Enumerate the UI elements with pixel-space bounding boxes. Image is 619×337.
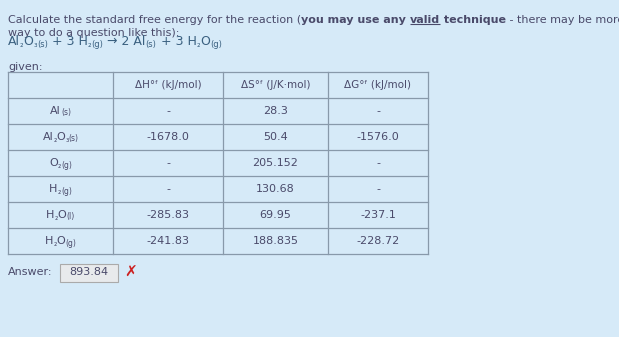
Text: -: - (376, 158, 380, 168)
Text: ₃: ₃ (65, 134, 69, 144)
Text: H: H (50, 184, 58, 194)
Text: + 3 H: + 3 H (48, 35, 88, 48)
Text: O: O (24, 35, 33, 48)
Text: -228.72: -228.72 (357, 236, 400, 246)
Text: given:: given: (8, 62, 43, 72)
Text: ₃: ₃ (33, 40, 37, 49)
Text: (g): (g) (61, 160, 72, 170)
Text: 50.4: 50.4 (263, 132, 288, 142)
Text: O: O (49, 158, 58, 168)
Text: -: - (376, 184, 380, 194)
Text: -237.1: -237.1 (360, 210, 396, 220)
Text: -1576.0: -1576.0 (357, 132, 399, 142)
Text: H: H (46, 210, 54, 220)
Text: ✗: ✗ (124, 265, 137, 279)
Text: ₂: ₂ (54, 213, 58, 221)
Text: → 2 Al: → 2 Al (103, 35, 145, 48)
Text: (s): (s) (37, 40, 48, 49)
Text: -: - (166, 106, 170, 116)
Text: Calculate the standard free energy for the reaction (: Calculate the standard free energy for t… (8, 15, 301, 25)
Text: 130.68: 130.68 (256, 184, 295, 194)
Text: H: H (45, 236, 53, 246)
Text: ₂: ₂ (53, 134, 56, 144)
Text: Al: Al (43, 132, 53, 142)
Text: technique: technique (440, 15, 506, 25)
Text: -: - (166, 184, 170, 194)
Text: ₂: ₂ (58, 160, 61, 170)
Text: (g): (g) (92, 40, 103, 49)
Text: (s): (s) (145, 40, 157, 49)
Text: (s): (s) (69, 134, 79, 144)
Text: 188.835: 188.835 (253, 236, 298, 246)
Text: ₂: ₂ (53, 239, 56, 247)
Text: ₂: ₂ (196, 40, 200, 49)
Text: - there may be more than one: - there may be more than one (506, 15, 619, 25)
FancyBboxPatch shape (60, 264, 118, 282)
Text: -: - (166, 158, 170, 168)
Text: Al: Al (50, 106, 61, 116)
Text: -241.83: -241.83 (147, 236, 189, 246)
Text: (g): (g) (65, 239, 76, 247)
Text: (g): (g) (210, 40, 222, 49)
Text: you may use any: you may use any (301, 15, 410, 25)
Text: (g): (g) (61, 186, 72, 195)
Text: + 3 H: + 3 H (157, 35, 196, 48)
Text: O: O (56, 132, 65, 142)
Text: ₂: ₂ (88, 40, 92, 49)
Text: way to do a question like this):: way to do a question like this): (8, 28, 180, 38)
Text: O: O (200, 35, 210, 48)
Text: valid: valid (410, 15, 440, 25)
Text: -: - (376, 106, 380, 116)
Text: ₂: ₂ (58, 186, 61, 195)
Text: 893.84: 893.84 (69, 267, 108, 277)
Text: 28.3: 28.3 (263, 106, 288, 116)
Text: ₂: ₂ (20, 40, 24, 49)
Text: Al: Al (8, 35, 20, 48)
Text: ΔS°ᶠ (J/K·mol): ΔS°ᶠ (J/K·mol) (241, 80, 310, 90)
Text: O: O (58, 210, 67, 220)
Text: Answer:: Answer: (8, 267, 53, 277)
Text: -1678.0: -1678.0 (147, 132, 189, 142)
Text: (s): (s) (61, 109, 71, 118)
Text: O: O (56, 236, 65, 246)
Text: -285.83: -285.83 (147, 210, 189, 220)
Text: (l): (l) (67, 213, 75, 221)
Text: ΔH°ᶠ (kJ/mol): ΔH°ᶠ (kJ/mol) (135, 80, 201, 90)
Text: 69.95: 69.95 (259, 210, 292, 220)
Text: ΔG°ᶠ (kJ/mol): ΔG°ᶠ (kJ/mol) (345, 80, 412, 90)
Text: 205.152: 205.152 (253, 158, 298, 168)
